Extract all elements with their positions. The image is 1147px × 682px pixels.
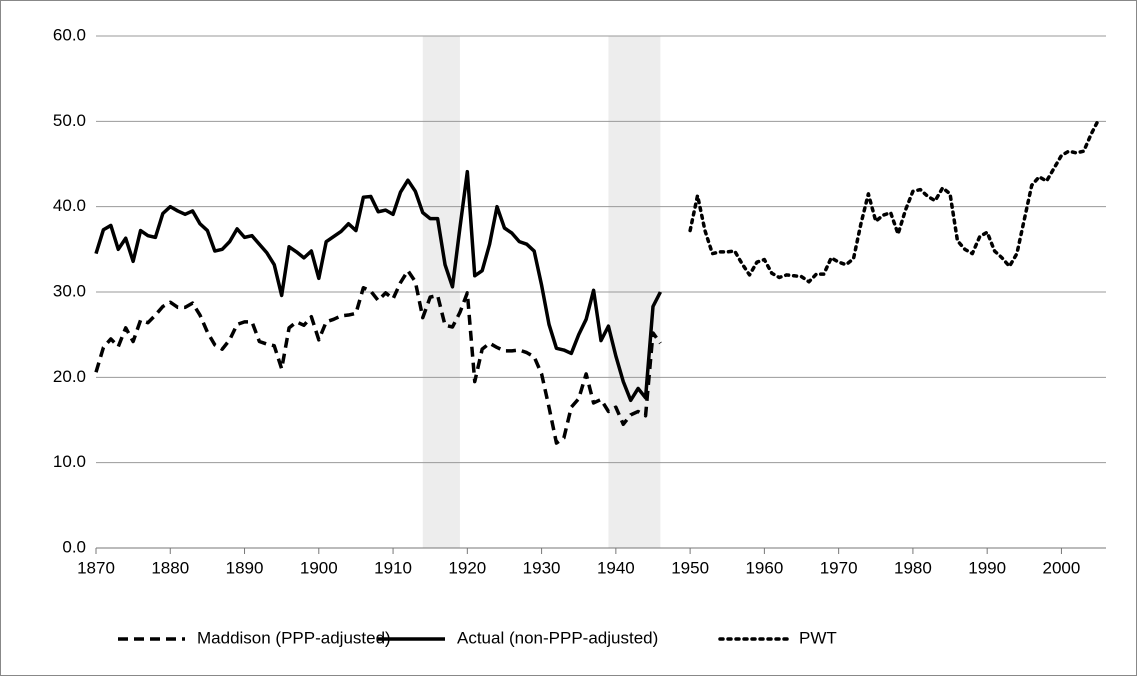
y-tick-label: 30.0 — [53, 281, 86, 300]
x-tick-label: 1880 — [151, 558, 189, 577]
y-tick-label: 50.0 — [53, 111, 86, 130]
x-tick-label: 2000 — [1043, 558, 1081, 577]
x-tick-label: 1910 — [374, 558, 412, 577]
x-tick-label: 1950 — [671, 558, 709, 577]
x-tick-label: 1970 — [820, 558, 858, 577]
x-tick-label: 1920 — [448, 558, 486, 577]
x-tick-label: 1990 — [968, 558, 1006, 577]
y-tick-label: 10.0 — [53, 452, 86, 471]
legend-label: PWT — [799, 628, 837, 647]
x-tick-label: 1940 — [597, 558, 635, 577]
y-tick-label: 20.0 — [53, 367, 86, 386]
x-tick-label: 1930 — [523, 558, 561, 577]
y-tick-label: 40.0 — [53, 196, 86, 215]
series-line — [94, 169, 662, 403]
legend-label: Actual (non-PPP-adjusted) — [457, 628, 658, 647]
y-tick-label: 60.0 — [53, 25, 86, 44]
x-tick-label: 1960 — [745, 558, 783, 577]
legend-label: Maddison (PPP-adjusted) — [197, 628, 391, 647]
x-tick-label: 1870 — [77, 558, 115, 577]
y-tick-label: 0.0 — [62, 537, 86, 556]
x-tick-label: 1980 — [894, 558, 932, 577]
series-line — [688, 117, 1101, 284]
x-tick-label: 1890 — [226, 558, 264, 577]
x-tick-label: 1900 — [300, 558, 338, 577]
series-line — [94, 268, 662, 445]
